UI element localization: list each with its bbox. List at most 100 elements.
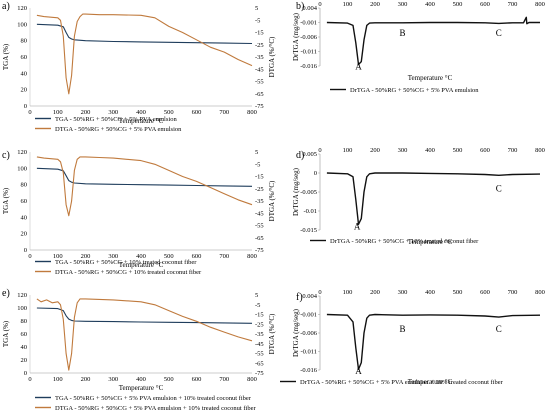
x-tick-label: 200 (370, 289, 380, 296)
y-tick-label: 120 (17, 5, 27, 12)
y2-tick-label: -5 (255, 161, 260, 168)
legend-label: DTGA - 50%RG + 50%CG + 5% PVA emulsion (55, 126, 182, 133)
y-tick-label: 40 (21, 344, 28, 351)
annotation-label: A (355, 366, 362, 376)
y-axis-label: DrTGA (mg/seg) (292, 308, 300, 357)
y-tick-label: -0.016 (300, 63, 318, 70)
x-tick-label: 0 (28, 376, 31, 383)
y-tick-label: 60 (21, 331, 28, 338)
y-tick-label: 100 (17, 165, 27, 172)
legend-label: TGA - 50%RG + 50%CG + 5% PVA emulsion + … (55, 395, 252, 402)
x-tick-label: 0 (318, 289, 321, 296)
y2-tick-label: -25 (255, 186, 264, 193)
legend-label: DrTGA - 50%RG + 50%CG + 5% PVA emulsion (350, 87, 479, 94)
x-tick-label: 500 (164, 109, 174, 116)
x-tick-label: 400 (425, 147, 435, 154)
panel-label: d) (296, 150, 304, 161)
y-tick-label: -0.01 (303, 208, 317, 215)
series-line (36, 156, 253, 217)
y-tick-label: 60 (21, 198, 28, 205)
y-tick-label: 20 (21, 87, 28, 94)
y2-tick-label: -65 (255, 360, 264, 367)
y2-tick-label: -15 (255, 30, 264, 37)
x-tick-label: 100 (343, 289, 353, 296)
y-tick-label: -0.001 (300, 20, 317, 27)
x-tick-label: 300 (398, 289, 408, 296)
y-tick-label: 0 (314, 170, 317, 177)
x-tick-label: 300 (108, 253, 118, 260)
y-tick-label: -0.011 (300, 349, 317, 356)
x-tick-label: 400 (425, 289, 435, 296)
x-tick-label: 100 (53, 376, 63, 383)
y2-tick-label: 5 (255, 149, 258, 156)
series-line (36, 307, 253, 324)
y2-tick-label: -25 (255, 42, 264, 49)
x-tick-label: 0 (318, 147, 321, 154)
annotation-label: C (496, 183, 502, 193)
series-line (36, 13, 253, 95)
panel-label: f) (296, 292, 303, 303)
x-tick-label: 500 (164, 376, 174, 383)
y2-tick-label: -25 (255, 321, 264, 328)
series-line (326, 313, 541, 370)
y2-tick-label: -45 (255, 66, 264, 73)
y2-tick-label: -15 (255, 174, 264, 181)
y2-tick-label: 5 (255, 292, 258, 299)
x-tick-label: 0 (28, 109, 31, 116)
x-axis-label: Temperature °C (119, 384, 164, 392)
x-axis-label: Temperature °C (408, 238, 453, 246)
x-tick-label: 200 (370, 1, 380, 8)
x-axis-label: Temperature °C (408, 74, 453, 82)
y-axis-label: DrTGA (mg/seg) (292, 167, 300, 216)
x-tick-label: 600 (480, 289, 490, 296)
series-line (36, 167, 253, 187)
legend-label: DrTGA - 50%RG + 50%CG + 5% PVA emulsion … (300, 379, 504, 386)
y-tick-label: 0 (24, 247, 27, 254)
y2-tick-label: -45 (255, 210, 264, 217)
y2-tick-label: -75 (255, 103, 264, 110)
y-tick-label: 20 (21, 357, 28, 364)
x-tick-label: 800 (247, 109, 257, 116)
annotation-label: A (354, 221, 361, 231)
panel-label: c) (2, 150, 10, 161)
series-line (36, 298, 253, 371)
y2-tick-label: -75 (255, 247, 264, 254)
y-tick-label: -0.015 (300, 227, 317, 234)
x-tick-label: 500 (453, 289, 463, 296)
y-tick-label: 0 (24, 370, 27, 377)
x-tick-label: 400 (425, 1, 435, 8)
annotation-label: B (399, 324, 405, 334)
series-line (326, 16, 540, 66)
y2-tick-label: 5 (255, 5, 258, 12)
x-tick-label: 400 (136, 376, 146, 383)
x-tick-label: 800 (535, 289, 545, 296)
x-tick-label: 200 (81, 253, 91, 260)
x-tick-label: 700 (508, 1, 518, 8)
y-tick-label: 0 (24, 103, 27, 110)
x-tick-label: 700 (219, 376, 229, 383)
x-tick-label: 100 (53, 109, 63, 116)
y2-tick-label: -15 (255, 312, 264, 319)
legend-label: TGA - 50%RG + 50%CG + 5% PVA emulsion (55, 116, 177, 123)
x-tick-label: 100 (53, 253, 63, 260)
y-tick-label: -0.016 (300, 367, 318, 374)
y-tick-label: 120 (17, 149, 27, 156)
x-tick-label: 100 (343, 1, 353, 8)
x-tick-label: 700 (508, 147, 518, 154)
x-tick-label: 700 (219, 253, 229, 260)
annotation-label: C (496, 324, 502, 334)
y2-axis-label: DTGA (%/°C) (268, 36, 276, 77)
x-tick-label: 700 (508, 289, 518, 296)
y-axis-label: TGA (%) (2, 187, 10, 214)
y2-axis-label: DTGA (%/°C) (268, 180, 276, 221)
x-tick-label: 200 (81, 376, 91, 383)
y2-axis-label: DTGA (%/°C) (268, 313, 276, 354)
annotation-label: C (496, 28, 502, 38)
x-tick-label: 800 (535, 147, 545, 154)
y-tick-label: 0.005 (302, 151, 317, 158)
panel-label: a) (2, 1, 10, 12)
y-axis-label: TGA (%) (2, 43, 10, 70)
panel-label: b) (296, 1, 304, 12)
x-axis-label: Temperature °C (119, 117, 164, 125)
y2-tick-label: -45 (255, 341, 264, 348)
